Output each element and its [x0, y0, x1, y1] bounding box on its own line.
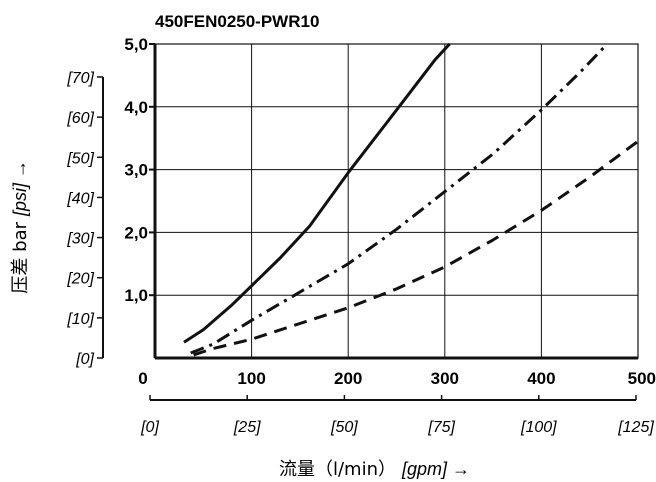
gpm-tick-label: [50] — [330, 419, 358, 436]
y-axis-label: 压差 bar — [10, 221, 31, 293]
x-tick-label: 100 — [237, 369, 265, 388]
psi-tick-label: [0] — [75, 351, 94, 368]
psi-tick-label: [40] — [66, 190, 94, 207]
y-axis-unit-label: [psi] → — [10, 160, 30, 217]
axes — [102, 44, 638, 401]
y-axis-title: 压差 bar [psi] → — [10, 160, 31, 294]
tick-labels: 1,0 2,0 3,0 4,0 5,0 0 100 200 300 400 500 [0] [10] [2… — [66, 35, 656, 436]
x-tick-label: 300 — [431, 369, 459, 388]
x-tick-label: 200 — [334, 369, 362, 388]
psi-tick-label: [20] — [66, 271, 94, 288]
gpm-tick-label: [75] — [427, 419, 455, 436]
plot-border — [154, 43, 639, 359]
x-tick-label: 400 — [527, 369, 555, 388]
gpm-tick-label: [0] — [140, 419, 159, 436]
psi-tick-label: [50] — [66, 150, 94, 167]
series-curve-dashdot — [190, 46, 606, 355]
chart-title: 450FEN0250-PWR10 — [155, 12, 319, 31]
series-lines — [183, 42, 639, 357]
psi-tick-label: [60] — [66, 110, 94, 127]
series-curve-dashed — [193, 140, 639, 357]
y-tick-label: 5,0 — [124, 35, 148, 54]
gpm-tick-label: [125] — [617, 419, 654, 436]
y-tick-label: 3,0 — [124, 161, 148, 180]
y-tick-label: 2,0 — [124, 223, 148, 242]
gpm-tick-label: [100] — [520, 419, 557, 436]
x-tick-label: 500 — [628, 369, 656, 388]
series-curve-solid — [183, 42, 451, 344]
psi-tick-label: [30] — [66, 231, 94, 248]
psi-tick-label: [10] — [66, 311, 94, 328]
y-tick-label: 4,0 — [124, 98, 148, 117]
y-tick-label: 1,0 — [124, 286, 148, 305]
gpm-tick-label: [25] — [233, 419, 261, 436]
x-axis-unit-label: [gpm] → — [401, 459, 470, 479]
x-axis-label: 流量（l/min） — [279, 459, 396, 480]
x-tick-label: 0 — [138, 369, 147, 388]
psi-tick-label: [70] — [66, 70, 94, 87]
grid — [154, 43, 639, 359]
x-axis-title: 流量（l/min） [gpm] → — [279, 459, 470, 480]
